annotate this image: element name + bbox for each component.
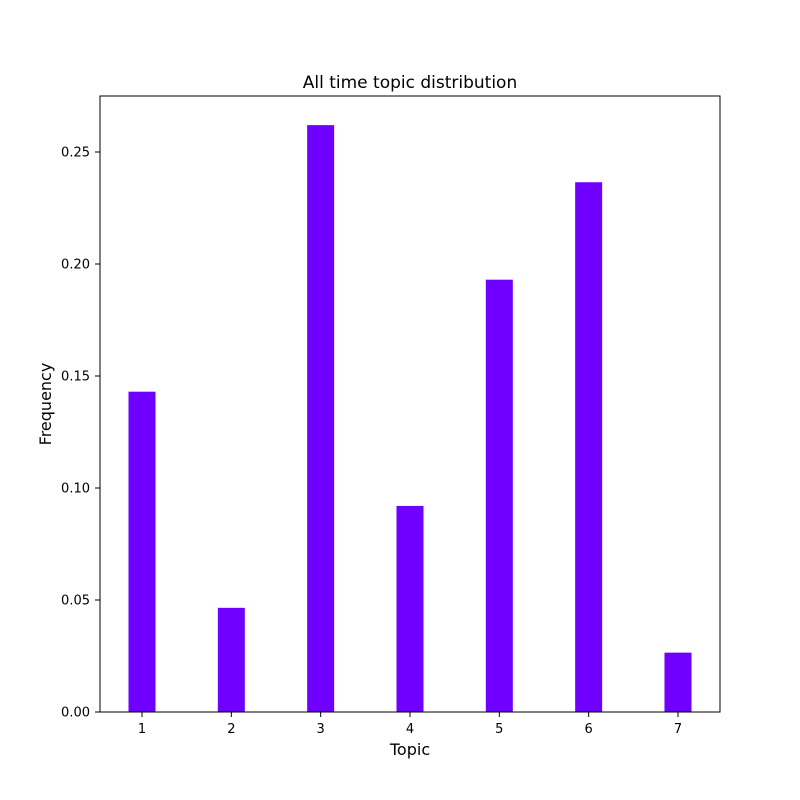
- x-tick-label: 2: [227, 722, 235, 737]
- y-axis-label: Frequency: [36, 363, 55, 446]
- y-tick-label: 0.05: [61, 594, 90, 609]
- x-axis-ticks: 1 2 3 4 5 6 7: [138, 712, 682, 737]
- bar-topic-7: [664, 652, 692, 712]
- plot-frame: [99, 95, 721, 713]
- chart-title: All time topic distribution: [303, 73, 518, 93]
- y-axis-ticks: 0.00 0.05 0.10 0.15 0.20 0.25: [61, 146, 100, 721]
- bar-topic-3: [307, 125, 335, 713]
- y-tick-label: 0.15: [61, 370, 90, 385]
- x-tick-label: 3: [317, 722, 325, 737]
- bar-topic-1: [128, 391, 156, 712]
- bar-topic-2: [217, 607, 245, 712]
- bar-topic-5: [485, 279, 513, 712]
- x-tick-label: 5: [495, 722, 503, 737]
- bar-topic-4: [396, 505, 424, 712]
- x-tick-label: 1: [138, 722, 146, 737]
- y-tick-label: 0.00: [61, 706, 90, 721]
- bars-group: [128, 125, 692, 713]
- y-tick-label: 0.20: [61, 258, 90, 273]
- bar-topic-6: [575, 182, 603, 713]
- x-tick-label: 4: [406, 722, 414, 737]
- x-axis-label: Topic: [389, 740, 430, 759]
- y-tick-label: 0.25: [61, 146, 90, 161]
- x-tick-label: 6: [585, 722, 593, 737]
- y-tick-label: 0.10: [61, 482, 90, 497]
- x-tick-label: 7: [674, 722, 682, 737]
